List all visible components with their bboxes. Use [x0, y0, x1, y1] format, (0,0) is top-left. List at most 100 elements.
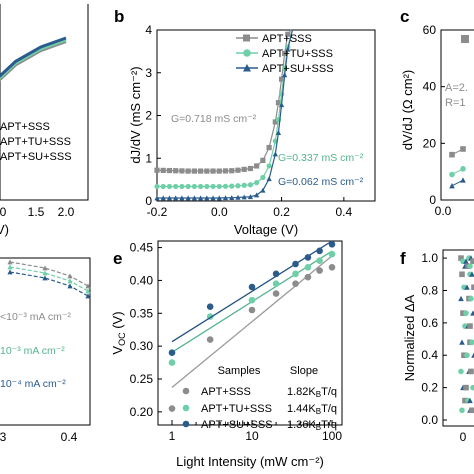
panel-e-legend-table: Samples Slope APT+SSS 1.82KBT/q APT+TU+S…	[182, 365, 337, 432]
panel-d-fragment-2: 10⁻³ mA cm⁻²	[0, 345, 65, 357]
panel-b-xlabel: Voltage (V)	[234, 222, 298, 237]
panel-e-slope-1: 1.82KBT/q	[287, 386, 337, 399]
panel-d-series-3-point	[85, 293, 91, 299]
panel-e-ytick-label: 0.45	[130, 241, 154, 255]
panel-b-series-1-point	[191, 168, 197, 174]
panel-b-xtick-label: -0.2	[147, 205, 168, 219]
panel-a-legend-2: APT+TU+SSS	[0, 136, 71, 148]
panel-f-point	[470, 384, 474, 391]
panel-b-series-3-point	[210, 195, 216, 201]
panel-e-series-3-point	[168, 349, 176, 357]
panel-b-series-2-point	[179, 183, 185, 190]
panel-f-point	[464, 284, 470, 290]
panel-f-ytick-label: 0.0	[421, 413, 438, 427]
panel-b-series-1-point	[210, 168, 216, 174]
panel-b-xtick-label: 0.2	[273, 205, 290, 219]
panel-e-ylabel-unit: (V)	[110, 311, 125, 332]
panel-d-series-1-point	[85, 283, 91, 289]
panel-c-xtick-label: 0.0	[435, 204, 452, 218]
panel-b-series-2-point	[266, 163, 272, 169]
panel-f-ticks: 0.0 0.2 0.4 0.6 0.8 1.0 0	[421, 251, 466, 444]
panel-d-fragment-1: <10⁻³ mA cm⁻²	[0, 311, 71, 323]
panel-e-slope-3: 1.36KBT/q	[287, 419, 337, 432]
panel-b-series-2-point	[185, 183, 191, 190]
panel-b-ytick-label: 3	[145, 66, 152, 80]
panel-b-annotation-2: G=0.337 mS cm⁻²	[278, 152, 364, 164]
panel-e-series-2-point	[292, 270, 299, 278]
panel-e-ytick-label: 0.40	[130, 273, 154, 287]
panel-b-series-1-point	[160, 167, 166, 173]
panel-b-series-3-point	[275, 130, 282, 135]
panel-b-series-1-point	[278, 76, 285, 82]
panel-c-series-2-point	[449, 171, 455, 178]
panel-b-series-3-point	[278, 102, 285, 108]
panel-f-point	[462, 397, 468, 404]
legend-marker-apt-tu-sss	[243, 49, 251, 57]
panel-b-series-3-point	[266, 176, 272, 182]
panel-b-series-1-point	[229, 168, 235, 174]
panel-b-series-3-point	[260, 187, 266, 193]
panel-e-ytick-label: 0.25	[130, 372, 154, 386]
panel-f-point	[467, 397, 473, 404]
panel-b-series-3-point	[247, 194, 254, 200]
panel-b-series-1-point	[173, 168, 179, 174]
panel-f-ytick-label: 0.8	[421, 283, 438, 297]
panel-e-series-3-point	[328, 240, 336, 248]
panel-c-series-1-point	[449, 151, 455, 158]
panel-e-slope-2: 1.44KBT/q	[287, 403, 337, 416]
panel-d-xtick-2: 0.4	[61, 430, 78, 444]
panel-b-series-1-point	[235, 167, 241, 173]
panel-e-series-2-point	[328, 250, 336, 258]
panel-e: e 1 10 100 0.20 0.25 0.30 0.35 0.40 0.45 VOC (V)…	[110, 240, 343, 469]
panel-d-series-3-point	[67, 283, 73, 289]
legend-marker-e-apt-tu-sss	[182, 404, 190, 412]
panel-a-curves	[0, 36, 67, 82]
panel-e-series-1-point	[328, 263, 336, 271]
panel-e-series-3-point	[316, 247, 323, 255]
panel-b-ytick-label: 0	[145, 194, 152, 208]
panel-a-legend-1: APT+SSS	[0, 121, 50, 133]
panel-c-ytick-label: 60	[423, 23, 437, 37]
panel-d-series-2-point	[7, 264, 13, 270]
panel-b-series-3-point	[185, 195, 191, 201]
panel-c-fragment-1: A=2.	[445, 82, 468, 94]
panel-b-series-3-point	[166, 195, 173, 201]
panel-b-annotation-3: G=0.062 mS cm⁻²	[278, 176, 364, 188]
panel-a-frame	[0, 4, 89, 201]
panel-e-series-1-point	[316, 267, 323, 274]
panel-b-series-3-line	[157, 29, 294, 199]
panel-c-series-2-point	[460, 166, 466, 172]
panel-e-series-3-point	[304, 254, 312, 261]
panel-e-ylabel: VOC (V)	[110, 311, 127, 354]
panel-b-legend: APT+SSS APT+TU+SSS APT+SU+SSS	[236, 33, 334, 75]
panel-b-annotation-1: G=0.718 mS cm⁻²	[171, 113, 257, 125]
panel-b-series-2-point	[241, 182, 247, 188]
panel-b-series-1-point	[241, 166, 247, 172]
panel-e-ytick-label: 0.20	[130, 405, 154, 419]
panel-d-xtick-1: 3	[0, 430, 7, 444]
panel-f-point	[458, 295, 464, 302]
panel-f-point	[459, 339, 465, 345]
panel-f-point	[467, 263, 473, 269]
panel-c-ytick-label: 20	[423, 136, 437, 150]
panel-f-point	[460, 310, 466, 316]
panel-c-ytick-label: 40	[423, 80, 437, 94]
panel-f-point	[464, 352, 470, 359]
panel-b-series-3-point	[235, 194, 241, 200]
panel-b-series-2-point	[210, 183, 216, 190]
panel-e-series-2-point	[272, 280, 280, 288]
panel-f-point	[471, 352, 474, 358]
panel-b-series-2-point	[216, 183, 222, 190]
panel-f-ytick-label: 0.6	[421, 316, 438, 330]
panel-b-series-1-point	[260, 157, 266, 163]
panel-d-series-3-point	[42, 275, 48, 281]
panel-f-point	[463, 384, 469, 391]
panel-b-series-1-point	[179, 168, 185, 174]
panel-c-frame	[440, 29, 474, 201]
panel-b-series-3-point	[173, 195, 179, 201]
panel-e-series-2-point	[316, 257, 323, 265]
panel-e-series-1-point	[292, 280, 299, 288]
panel-f-point	[459, 271, 465, 278]
panel-d-curves	[7, 259, 91, 299]
